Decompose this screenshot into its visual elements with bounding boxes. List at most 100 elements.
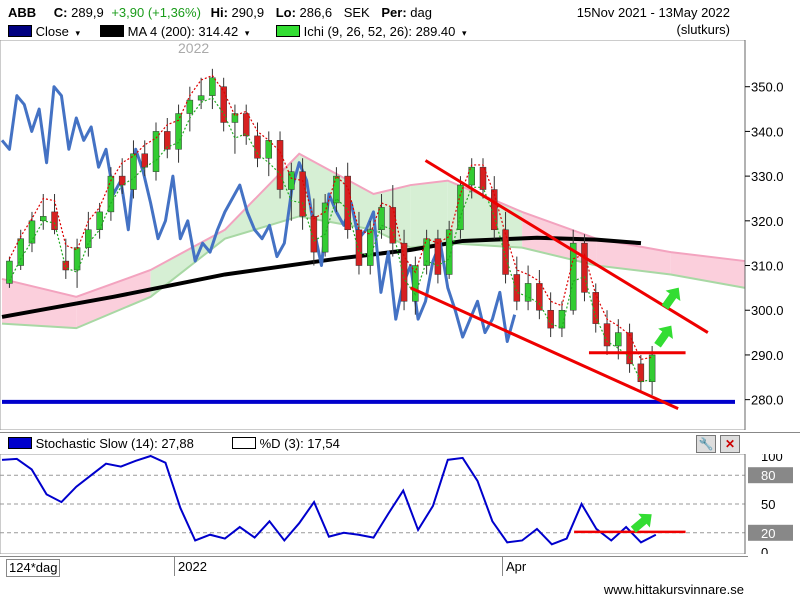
y-tick-label: 330.0 xyxy=(751,169,784,184)
stoch-tick-label: 100 xyxy=(761,454,783,464)
stoch-legend-d[interactable]: %D (3): 17,54 xyxy=(232,436,340,452)
stoch-tick-label: 20 xyxy=(761,526,775,541)
candle-body xyxy=(558,309,566,329)
candle-body xyxy=(231,113,239,123)
candle-body xyxy=(321,202,329,253)
cloud-segment xyxy=(670,252,745,288)
wrench-icon[interactable]: 🔧 xyxy=(696,435,716,453)
candle-body xyxy=(400,242,408,302)
stoch-legend-slow[interactable]: Stochastic Slow (14): 27,88 xyxy=(8,436,194,452)
candle-body xyxy=(502,229,509,275)
candle-body xyxy=(288,171,295,190)
watermark-year: 2022 xyxy=(178,40,209,56)
cloud-segment xyxy=(410,180,448,248)
candle-body xyxy=(626,332,633,365)
y-tick-label: 280.0 xyxy=(751,393,784,408)
candle-body xyxy=(445,229,453,275)
cloud-segment xyxy=(596,238,671,275)
close-value: 289,9 xyxy=(71,5,104,20)
candle-body xyxy=(603,323,611,347)
candle-body xyxy=(637,363,645,383)
close-label: C: xyxy=(53,5,68,20)
month-divider xyxy=(502,556,503,576)
low-value: 286,6 xyxy=(299,5,333,20)
stoch-grid xyxy=(0,454,746,554)
period-value: dag xyxy=(410,5,432,20)
ma200-line xyxy=(1,235,642,319)
stoch-tick-label: 0 xyxy=(761,545,768,554)
price-chart: 280.0 290.0 300.0 310.0 320.0 330.0 340.0 350.0… xyxy=(0,40,784,430)
y-tick-label: 310.0 xyxy=(751,259,784,274)
stoch-green-arrow xyxy=(630,513,652,533)
y-tick-label: 350.0 xyxy=(751,80,784,95)
candle-body xyxy=(536,283,543,311)
candle-body xyxy=(513,274,521,302)
low-label: Lo: xyxy=(275,5,296,20)
close-overlay-line xyxy=(0,85,517,344)
y-tick-label: 320.0 xyxy=(751,214,784,229)
candle-body xyxy=(457,184,464,231)
chart-header: ABB C: 289,9 +3,90 (+1,36%) Hi: 290,9 Lo… xyxy=(8,5,432,21)
stoch-green-arrow-shape xyxy=(630,513,652,533)
candle-body xyxy=(220,86,227,123)
candle-body xyxy=(28,220,36,244)
close-icon[interactable]: ✕ xyxy=(720,435,740,453)
candle-body xyxy=(276,140,284,190)
high-label: Hi: xyxy=(210,5,228,20)
interval-label[interactable]: 124*dag xyxy=(6,559,61,577)
green-arrow-shape xyxy=(654,325,673,348)
green-arrow-shape xyxy=(661,287,681,310)
close-swatch xyxy=(8,25,32,37)
candle-body xyxy=(107,175,115,213)
y-tick-label: 300.0 xyxy=(751,303,784,318)
stoch-path xyxy=(1,454,657,546)
candle-body xyxy=(569,242,577,311)
candle-body xyxy=(344,175,351,231)
ichi-legend-label: Ichi (9, 26, 52, 26): 289.40 xyxy=(303,24,456,39)
candlesticks xyxy=(6,68,656,396)
stoch-header: Stochastic Slow (14): 27,88 %D (3): 17,5… xyxy=(0,432,800,455)
candle-body xyxy=(468,166,475,186)
tenkan-line xyxy=(8,74,653,361)
chevron-down-icon[interactable]: ▾ xyxy=(462,28,467,38)
chevron-down-icon[interactable]: ▾ xyxy=(244,28,250,38)
candle-body xyxy=(434,238,442,275)
legend-close[interactable]: Close ▾ xyxy=(8,24,80,41)
price-axis: 280.0 290.0 300.0 310.0 320.0 330.0 340.0 350.0 xyxy=(744,40,784,430)
candle-body xyxy=(186,99,194,114)
candle-body xyxy=(648,354,656,383)
time-axis: 124*dag 2022 Apr xyxy=(0,556,748,577)
close-legend-label: Close xyxy=(35,24,69,39)
ma-swatch xyxy=(100,25,124,37)
candle-body xyxy=(164,131,171,150)
candle-body xyxy=(152,131,160,172)
close-overlay-path xyxy=(0,85,517,344)
candle-body xyxy=(378,207,385,231)
candle-body xyxy=(412,265,419,302)
candle-body xyxy=(366,229,374,266)
legend-ma[interactable]: MA 4 (200): 314.42 ▾ xyxy=(100,24,249,41)
stoch-d-label: %D (3): 17,54 xyxy=(259,436,340,451)
stoch-tick-label: 80 xyxy=(761,468,775,483)
price-basis: (slutkurs) xyxy=(676,22,730,37)
chevron-down-icon[interactable]: ▾ xyxy=(75,28,81,38)
legend-ichi[interactable]: Ichi (9, 26, 52, 26): 289.40 ▾ xyxy=(276,24,467,41)
candle-body xyxy=(209,77,216,96)
y-tick-label: 340.0 xyxy=(751,124,784,139)
period-label: Per: xyxy=(381,5,407,20)
candle-body xyxy=(197,95,205,101)
stoch-chart: 0 20 50 80 100 xyxy=(0,454,793,554)
candle-body xyxy=(17,238,24,266)
candle-body xyxy=(6,260,13,284)
change-value: +3,90 (+1,36%) xyxy=(111,5,201,20)
ichi-swatch xyxy=(276,25,300,37)
candle-body xyxy=(581,242,588,293)
kijun-line xyxy=(8,97,653,383)
stoch-swatch xyxy=(8,437,32,449)
candle-body xyxy=(40,216,47,222)
candle-body xyxy=(175,113,182,150)
stoch-level-badge xyxy=(748,467,793,484)
candle-body xyxy=(299,171,306,217)
green-arrow xyxy=(654,325,673,348)
